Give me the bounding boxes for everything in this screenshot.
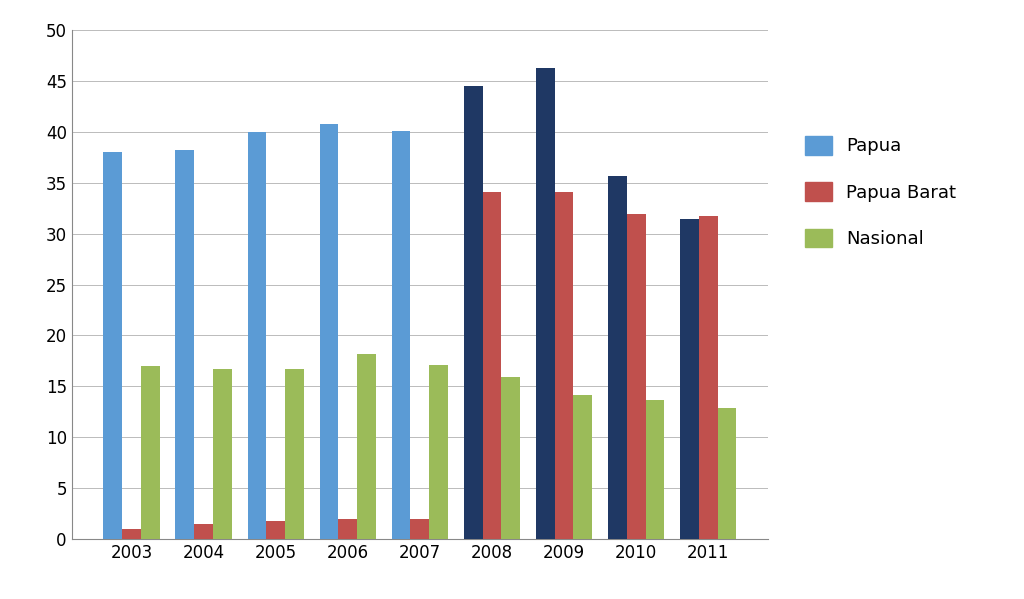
Legend: Papua, Papua Barat, Nasional: Papua, Papua Barat, Nasional	[798, 129, 964, 256]
Bar	[536, 68, 555, 539]
Bar	[680, 219, 698, 539]
Bar	[285, 369, 304, 539]
Bar	[627, 214, 645, 539]
Bar	[502, 377, 520, 539]
Bar	[141, 366, 160, 539]
Bar	[122, 529, 141, 539]
Bar	[338, 519, 357, 539]
Bar	[429, 365, 447, 539]
Bar	[319, 123, 338, 539]
Bar	[464, 86, 482, 539]
Bar	[482, 192, 502, 539]
Bar	[645, 400, 665, 539]
Bar	[266, 521, 285, 539]
Bar	[411, 519, 429, 539]
Bar	[718, 408, 736, 539]
Bar	[195, 524, 213, 539]
Bar	[213, 369, 231, 539]
Bar	[608, 176, 627, 539]
Bar	[103, 152, 122, 539]
Bar	[175, 150, 195, 539]
Bar	[573, 395, 592, 539]
Bar	[555, 192, 573, 539]
Bar	[392, 131, 411, 539]
Bar	[248, 132, 266, 539]
Bar	[698, 216, 718, 539]
Bar	[357, 354, 376, 539]
